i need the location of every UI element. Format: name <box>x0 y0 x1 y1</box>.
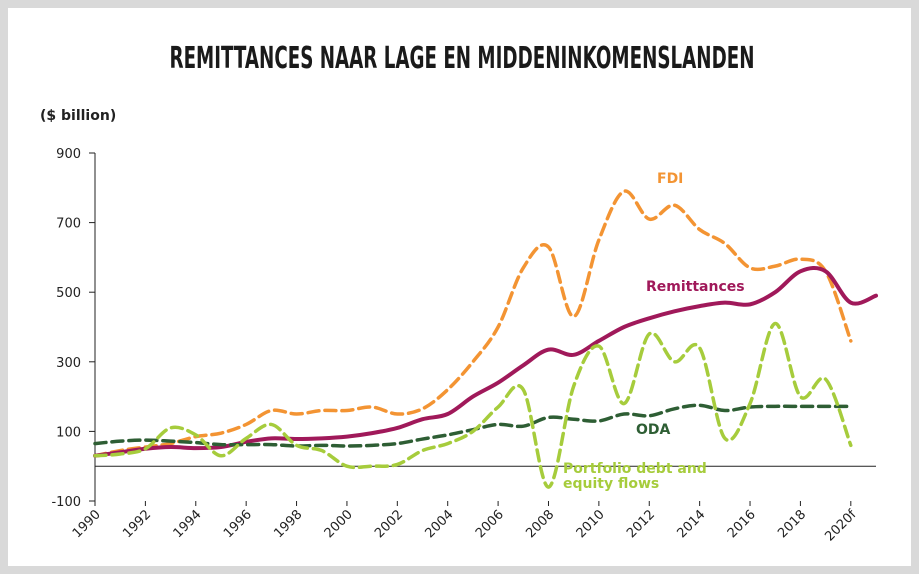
x-tick-label: 2016 <box>725 507 759 541</box>
series-line <box>93 321 853 489</box>
x-tick-label: 2018 <box>775 507 809 541</box>
x-tick-label: 2000 <box>322 507 356 541</box>
series-line <box>93 403 853 448</box>
x-tick-label: 2010 <box>574 507 608 541</box>
x-tick-label: 1998 <box>271 507 305 541</box>
x-tick-label: 1990 <box>70 507 104 541</box>
x-tick-label: 2006 <box>473 507 507 541</box>
x-tick-label: 2020f <box>822 507 860 545</box>
y-tick-label: 500 <box>56 286 81 301</box>
y-tick-label: 100 <box>56 425 81 440</box>
x-tick-label: 2002 <box>372 507 406 541</box>
chart-title: REMITTANCES NAAR LAGE EN MIDDENINKOMENSL… <box>170 41 755 76</box>
x-tick-label: 2008 <box>523 507 557 541</box>
x-tick-label: 2004 <box>423 507 457 541</box>
series-line <box>93 189 853 458</box>
series-label: FDI <box>657 171 684 187</box>
x-tick-label: 1994 <box>171 507 205 541</box>
series-label: ODA <box>636 422 671 438</box>
y-axis-label: ($ billion) <box>40 108 116 124</box>
series-label: Portfolio debt and equity flows <box>563 461 707 492</box>
y-tick-label: 700 <box>56 217 81 232</box>
x-tick-label: 2012 <box>624 507 658 541</box>
y-tick-label: 900 <box>56 147 81 162</box>
x-tick-label: 1992 <box>120 507 154 541</box>
series-label: Remittances <box>646 279 745 295</box>
y-tick-label: -100 <box>51 495 81 510</box>
x-tick-label: 1996 <box>221 507 255 541</box>
x-tick-label: 2014 <box>674 507 708 541</box>
y-tick-label: 300 <box>56 356 81 371</box>
series-line <box>93 266 878 458</box>
panel <box>8 8 911 566</box>
